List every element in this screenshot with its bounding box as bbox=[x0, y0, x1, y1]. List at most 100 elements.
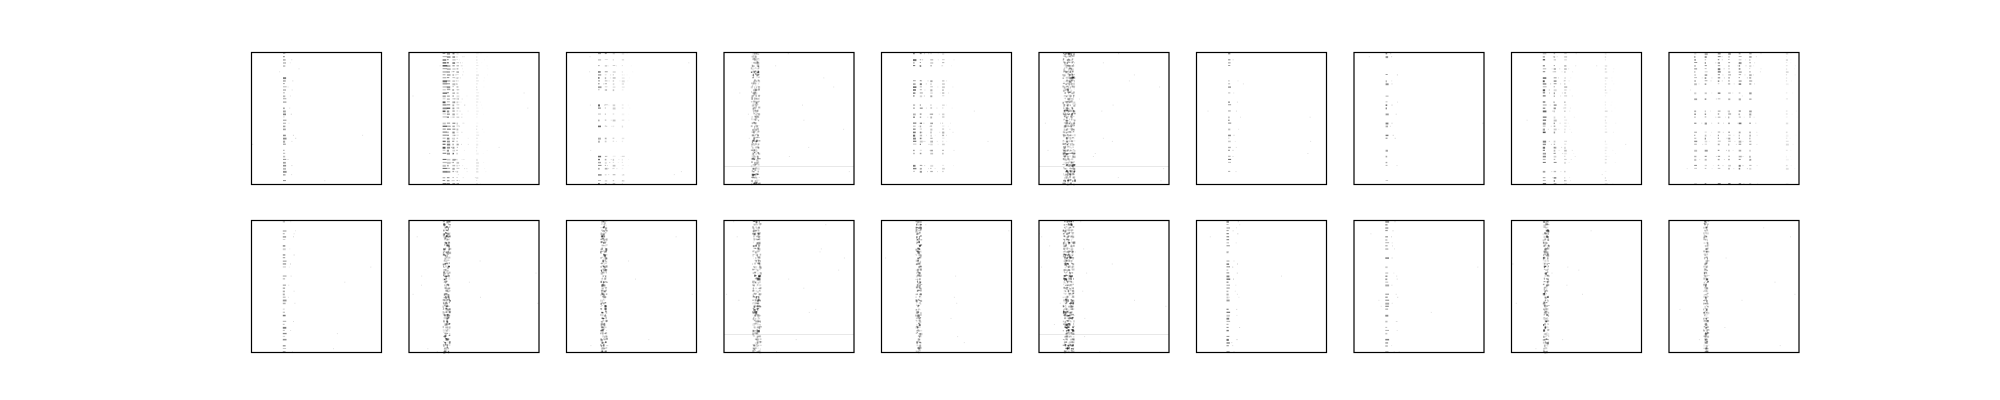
heatmap-cell bbox=[446, 226, 449, 228]
heatmap-cell bbox=[916, 325, 918, 328]
heatmap-cell bbox=[606, 165, 608, 167]
heatmap-cell bbox=[442, 101, 446, 104]
heatmap-cell bbox=[444, 226, 447, 229]
heatmap-cell bbox=[604, 305, 607, 308]
heatmap-cell bbox=[1543, 329, 1545, 331]
heatmap-cell bbox=[446, 254, 448, 257]
heatmap-cell bbox=[605, 244, 608, 246]
heatmap-cell bbox=[1705, 277, 1707, 279]
heatmap-cell bbox=[752, 73, 754, 76]
heatmap-cell bbox=[757, 164, 759, 166]
heatmap-cell bbox=[1071, 332, 1074, 335]
heatmap-cell bbox=[1068, 220, 1070, 223]
heatmap-cell bbox=[476, 95, 479, 97]
heatmap-cell bbox=[602, 347, 605, 349]
heatmap-cell bbox=[757, 260, 760, 262]
heatmap-cell bbox=[1066, 140, 1068, 142]
heatmap-cell bbox=[1063, 152, 1066, 154]
heatmap-cell bbox=[448, 248, 450, 251]
heatmap-cell bbox=[1063, 147, 1065, 150]
heatmap-cell bbox=[1231, 342, 1233, 344]
heatmap-cell bbox=[446, 289, 448, 292]
heatmap-cell bbox=[1715, 156, 1717, 157]
heatmap-cell bbox=[1738, 92, 1741, 94]
heatmap-cell bbox=[446, 56, 451, 58]
heatmap-cell bbox=[1068, 164, 1071, 167]
heatmap-cell bbox=[756, 242, 758, 245]
heatmap-cell bbox=[444, 263, 446, 265]
heatmap-cell bbox=[1071, 308, 1073, 310]
heatmap-cell bbox=[918, 227, 920, 229]
heatmap-cell bbox=[447, 275, 450, 277]
heatmap-cell bbox=[915, 278, 917, 280]
heatmap-cell bbox=[1065, 119, 1068, 122]
heatmap-cell bbox=[444, 332, 448, 335]
heatmap-cell bbox=[1612, 131, 1614, 133]
heatmap-cell bbox=[1547, 281, 1549, 284]
heatmap-cell bbox=[1072, 287, 1074, 290]
heatmap-panel-r1-c9 bbox=[1668, 219, 1800, 354]
heatmap-cell bbox=[1704, 305, 1706, 308]
heatmap-cell bbox=[605, 224, 607, 227]
heatmap-cell bbox=[445, 305, 448, 308]
heatmap-cell bbox=[755, 52, 758, 55]
heatmap-cell bbox=[934, 134, 936, 136]
heatmap-cell bbox=[1067, 131, 1069, 133]
heatmap-cell bbox=[1706, 300, 1708, 303]
heatmap-cell bbox=[1062, 152, 1065, 155]
heatmap-cell bbox=[1228, 155, 1231, 157]
heatmap-cell bbox=[756, 338, 757, 340]
heatmap-cell bbox=[1546, 269, 1548, 272]
heatmap-cell bbox=[1073, 320, 1075, 323]
heatmap-cell bbox=[598, 167, 600, 170]
heatmap-cell bbox=[753, 155, 755, 156]
heatmap-cells bbox=[412, 53, 529, 185]
heatmap-cell bbox=[446, 326, 448, 329]
heatmap-cell bbox=[756, 136, 758, 139]
heatmap-cell bbox=[1071, 241, 1073, 243]
heatmap-cell bbox=[456, 107, 459, 109]
heatmap-cell bbox=[1543, 253, 1546, 256]
heatmap-cell bbox=[1604, 155, 1608, 158]
heatmap-cell bbox=[953, 165, 954, 167]
heatmap-cell bbox=[1542, 161, 1546, 163]
heatmap-cell bbox=[456, 180, 459, 181]
heatmap-cell bbox=[444, 284, 446, 287]
heatmap-cell bbox=[445, 326, 448, 329]
heatmap-cell bbox=[1705, 312, 1708, 314]
heatmap-cell bbox=[937, 59, 939, 61]
heatmap-cell bbox=[1704, 302, 1707, 305]
heatmap-cell bbox=[1067, 106, 1068, 109]
heatmap-cell bbox=[1073, 53, 1075, 56]
heatmap-cell bbox=[447, 238, 449, 240]
heatmap-cell bbox=[1545, 321, 1548, 323]
panel-background bbox=[1353, 52, 1485, 185]
heatmap-cell bbox=[448, 329, 450, 332]
heatmap-cell bbox=[1547, 284, 1550, 287]
heatmap-cell bbox=[753, 348, 756, 351]
heatmap-cell bbox=[1703, 233, 1705, 236]
heatmap-cell bbox=[448, 221, 450, 223]
heatmap-cell bbox=[1547, 299, 1549, 302]
heatmap-cell bbox=[452, 137, 455, 140]
heatmap-cell bbox=[282, 314, 286, 317]
heatmap-cell bbox=[452, 101, 456, 104]
heatmap-cell bbox=[752, 92, 754, 94]
heatmap-cell bbox=[1738, 122, 1742, 125]
heatmap-cell bbox=[1542, 71, 1546, 73]
heatmap-cell bbox=[1553, 101, 1555, 103]
heatmap-cell bbox=[603, 296, 605, 299]
heatmap-cell bbox=[1544, 329, 1546, 331]
heatmap-cell bbox=[1395, 113, 1397, 115]
heatmap-cell bbox=[1069, 77, 1071, 80]
heatmap-cells bbox=[1038, 220, 1170, 354]
heatmap-cell bbox=[1546, 296, 1548, 298]
heatmap-cell bbox=[1064, 61, 1066, 64]
heatmap-cell bbox=[1604, 68, 1607, 70]
heatmap-cell bbox=[1069, 271, 1070, 273]
heatmap-cell bbox=[600, 248, 603, 251]
heatmap-cell bbox=[1072, 263, 1075, 265]
heatmap-cell bbox=[456, 122, 458, 125]
heatmap-cell bbox=[924, 53, 925, 55]
heatmap-cell bbox=[442, 152, 447, 154]
